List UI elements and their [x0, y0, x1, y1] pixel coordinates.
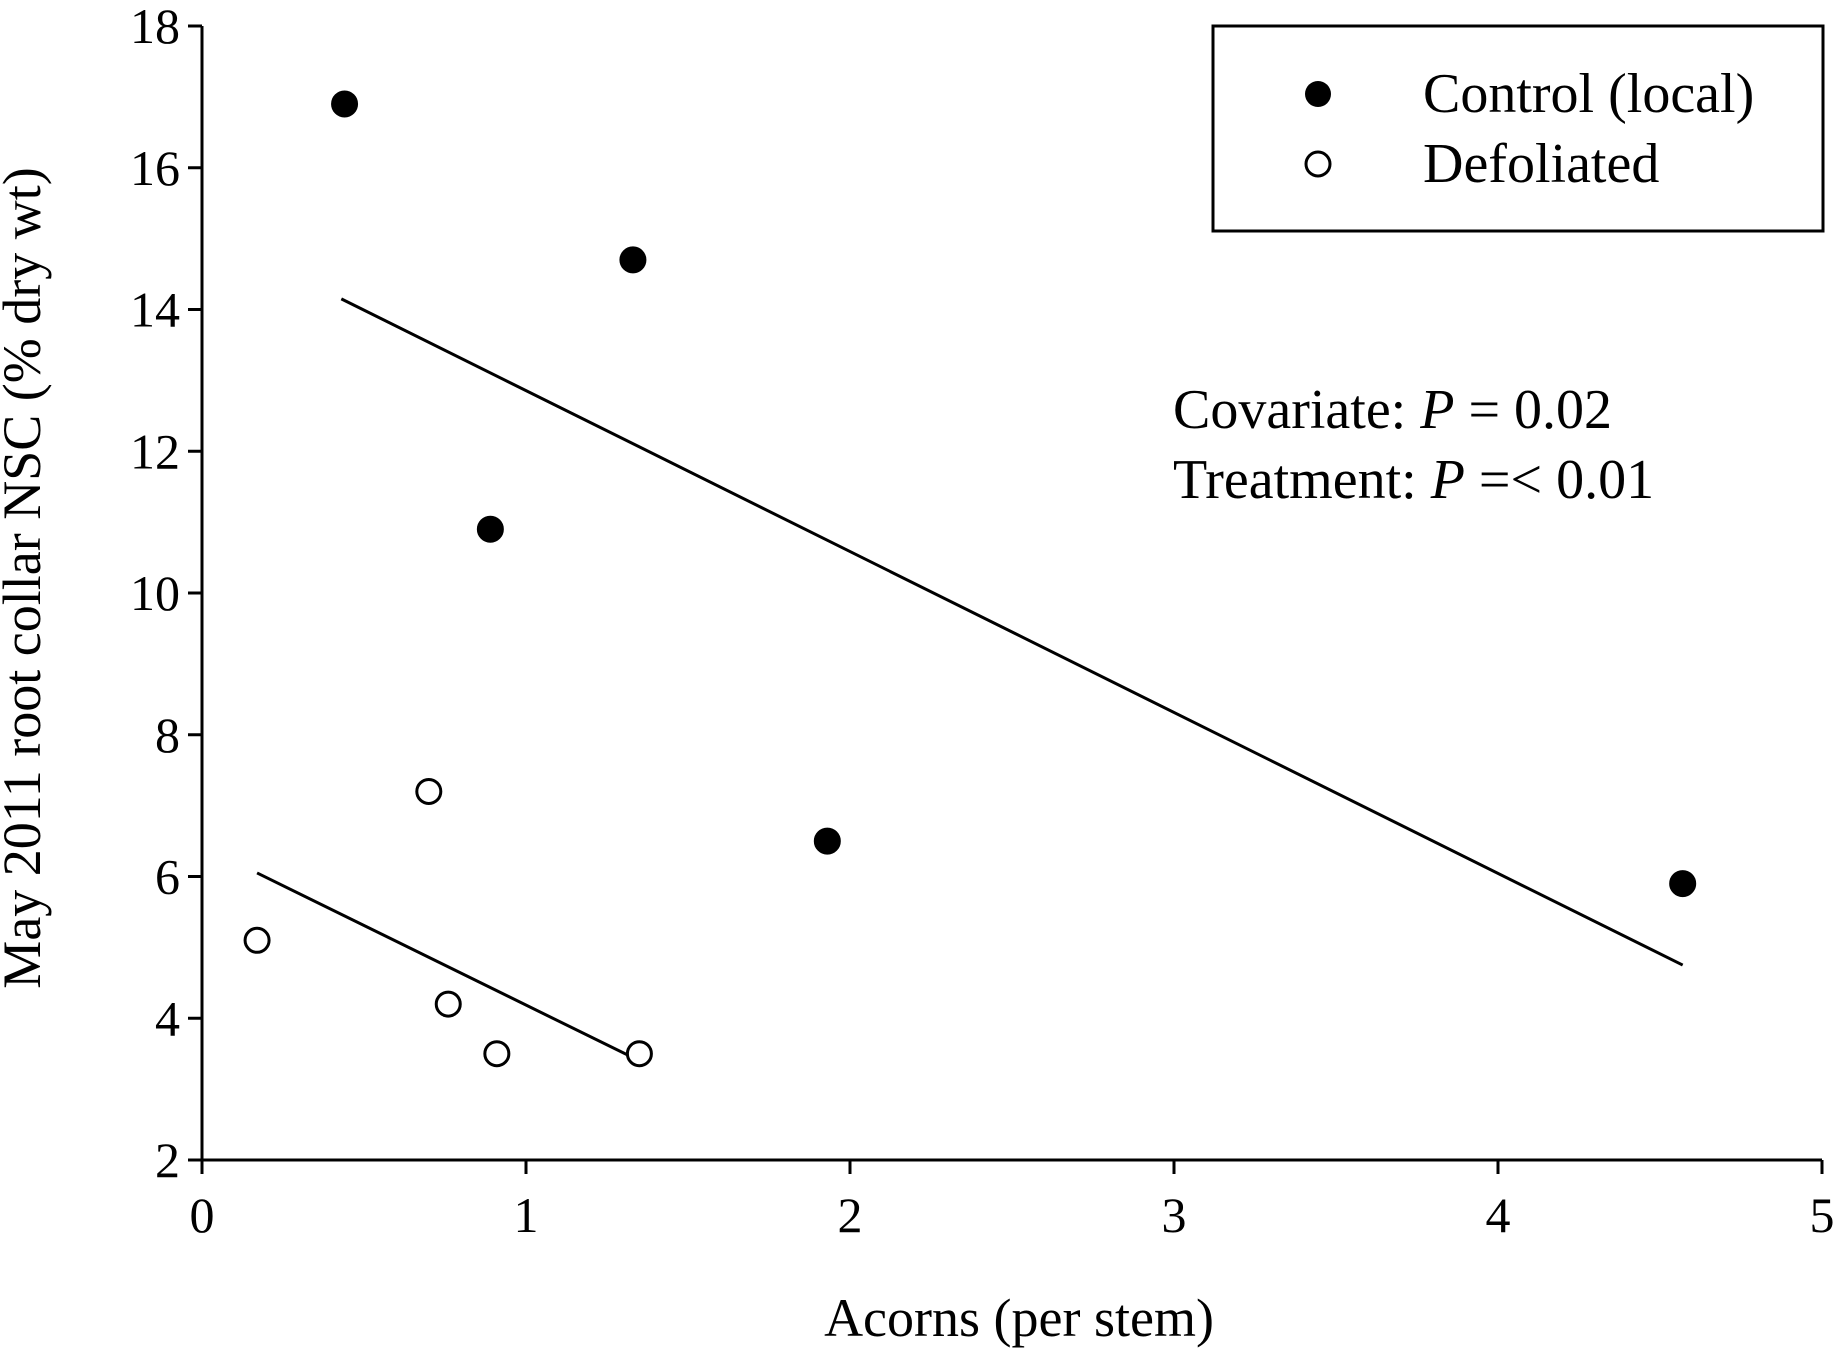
legend: Control (local) Defoliated [1211, 24, 1825, 233]
data-point-defoliated [434, 990, 462, 1018]
legend-marker-control [1305, 81, 1331, 107]
data-point-defoliated [415, 777, 443, 805]
fit-line-control [340, 297, 1684, 967]
x-tick-label: 5 [1810, 1187, 1833, 1243]
y-tick-label: 18 [130, 0, 180, 54]
y-tick-label: 12 [130, 423, 180, 479]
annotation-treatment: Treatment: P =< 0.01 [1173, 449, 1654, 511]
legend-marker-defoliated [1304, 150, 1332, 178]
treatment-value: =< 0.01 [1465, 449, 1654, 511]
x-axis: 0 1 2 3 4 5 [190, 1160, 1833, 1243]
data-point-control [1669, 870, 1697, 898]
x-tick-label: 3 [1162, 1187, 1187, 1243]
fit-lines [256, 297, 1684, 1063]
covariate-label: Covariate: [1173, 379, 1420, 441]
covariate-value: = 0.02 [1454, 379, 1612, 441]
treatment-label: Treatment: [1173, 449, 1431, 511]
x-tick-label: 0 [190, 1187, 215, 1243]
y-axis-title: May 2011 root collar NSC (% dry wt) [0, 167, 52, 988]
y-tick-label: 2 [155, 1132, 180, 1188]
data-point-control [331, 90, 359, 118]
x-axis-title: Acorns (per stem) [824, 1288, 1214, 1348]
y-tick-label: 16 [130, 140, 180, 196]
annotation-covariate: Covariate: P = 0.02 [1173, 379, 1612, 441]
legend-label-control: Control (local) [1423, 63, 1754, 125]
data-point-control [619, 246, 647, 274]
legend-label-defoliated: Defoliated [1423, 133, 1659, 195]
y-tick-label: 10 [130, 565, 180, 621]
y-tick-label: 14 [130, 282, 180, 338]
data-point-defoliated [625, 1040, 653, 1068]
data-point-defoliated [243, 926, 271, 954]
legend-box [1211, 24, 1825, 233]
y-tick-label: 8 [155, 707, 180, 763]
y-tick-label: 6 [155, 849, 180, 905]
data-points [243, 90, 1697, 1068]
x-tick-label: 1 [514, 1187, 539, 1243]
y-tick-label: 4 [155, 990, 180, 1046]
y-axis: 2 4 6 8 10 12 14 16 18 [130, 0, 202, 1188]
data-point-defoliated [483, 1040, 511, 1068]
x-tick-label: 2 [838, 1187, 863, 1243]
treatment-p-symbol: P [1430, 449, 1465, 511]
x-tick-label: 4 [1486, 1187, 1511, 1243]
fit-line-defoliated [256, 871, 641, 1063]
data-point-control [476, 515, 504, 543]
covariate-p-symbol: P [1419, 379, 1454, 441]
data-point-control [813, 827, 841, 855]
